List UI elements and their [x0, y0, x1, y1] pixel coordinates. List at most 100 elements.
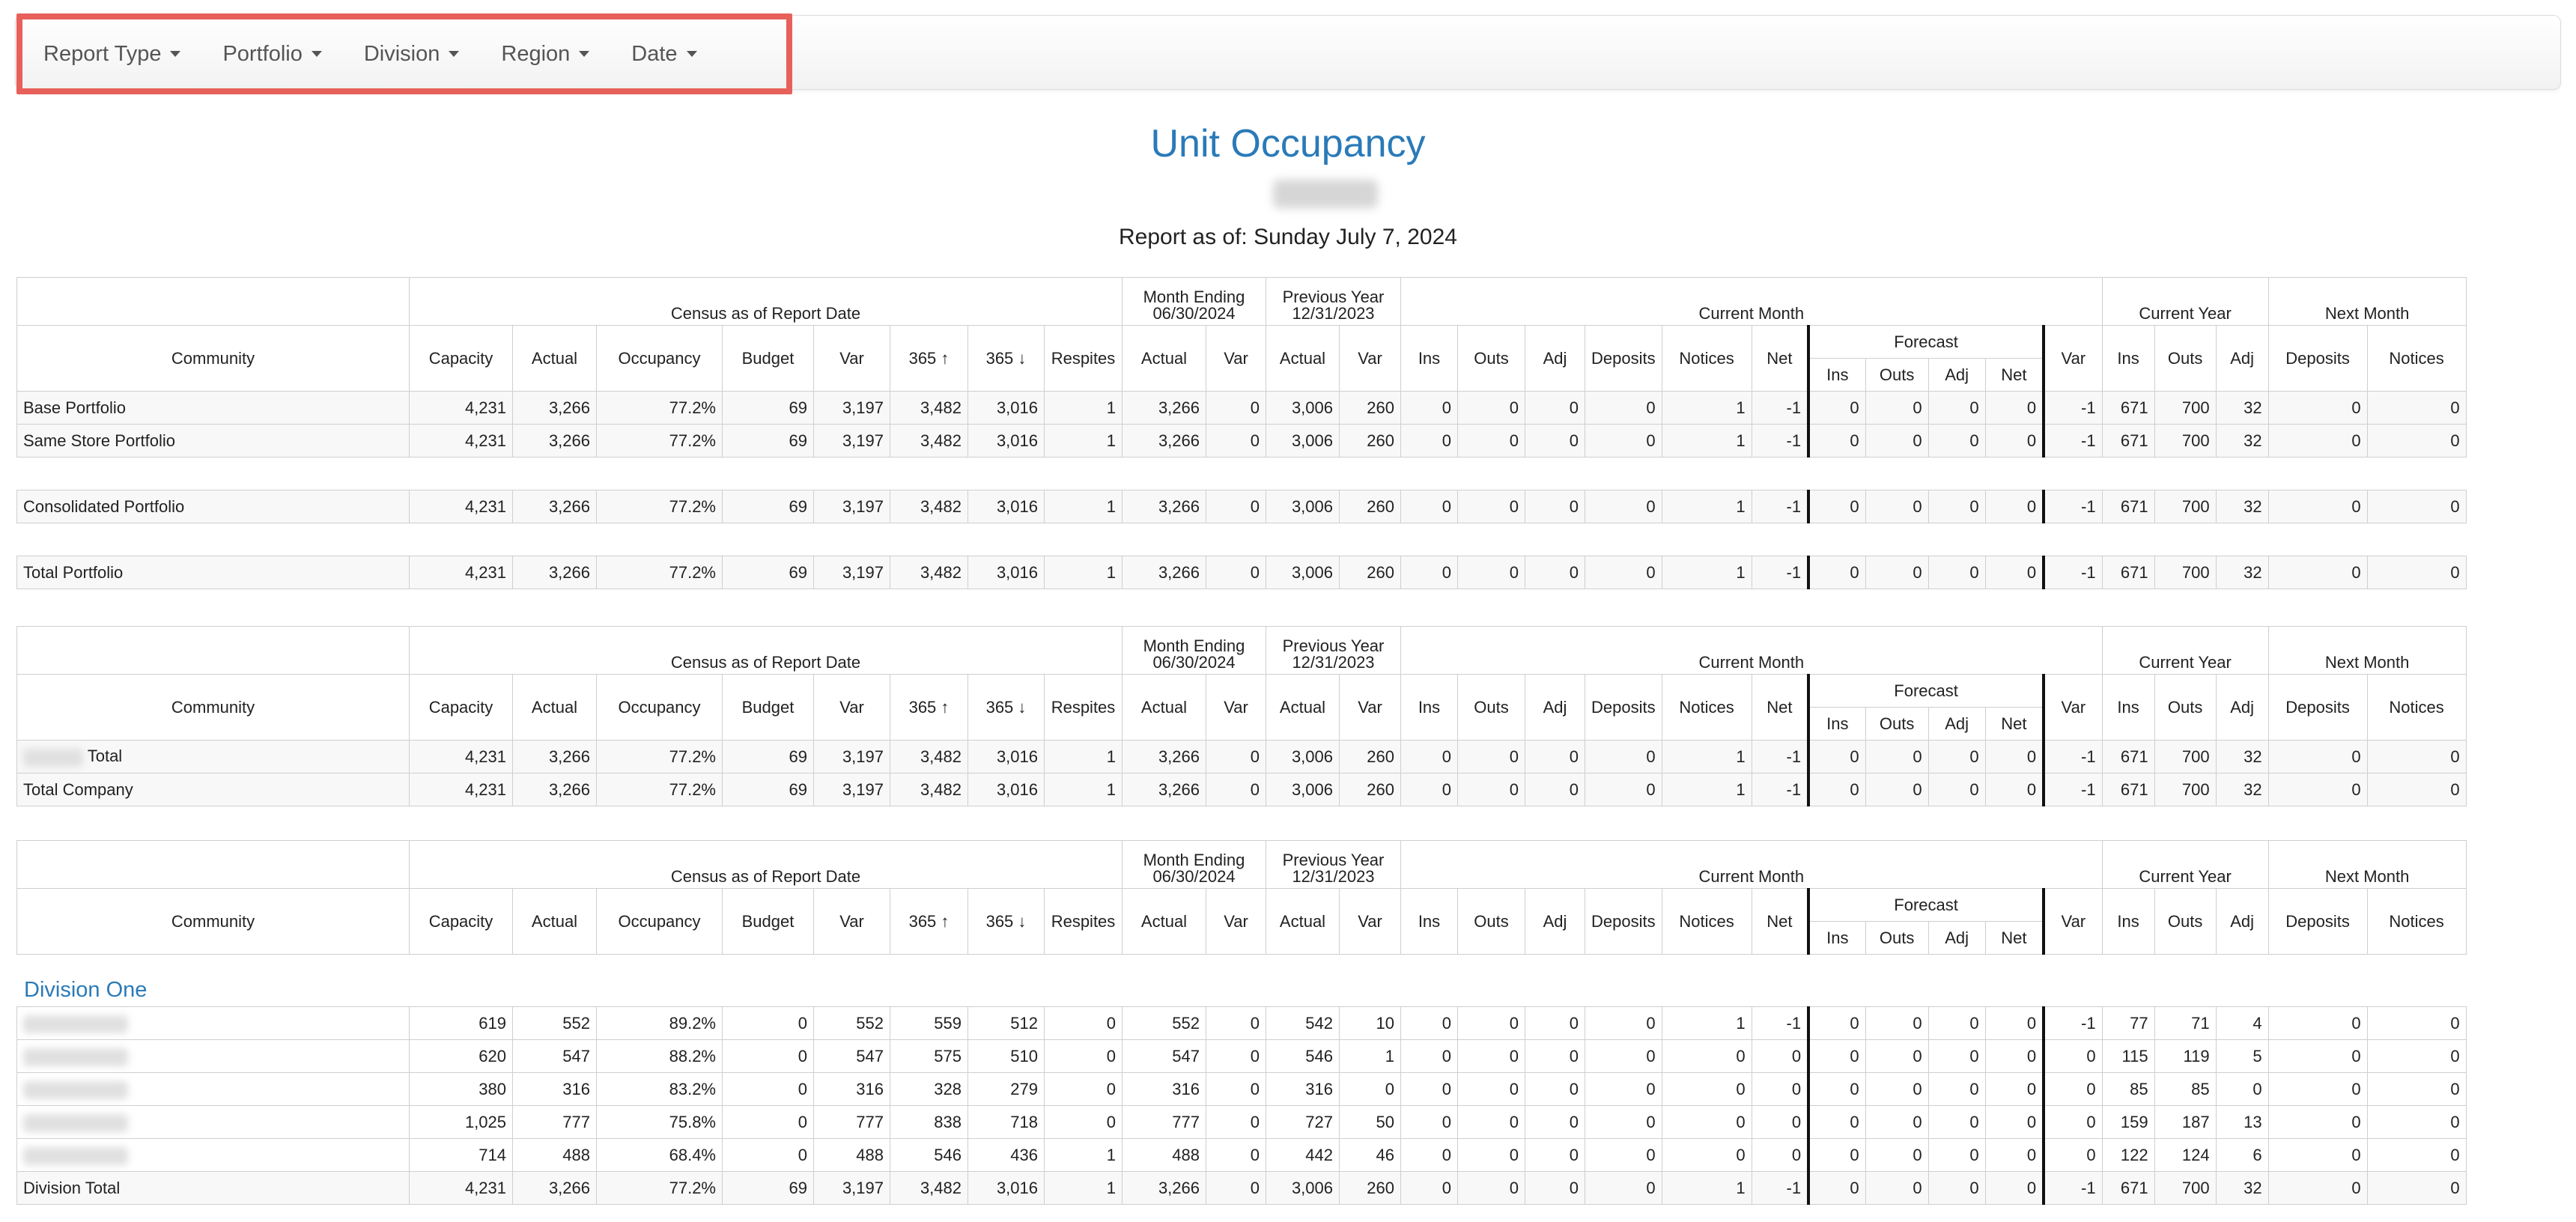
value-cell: 0 — [2366, 740, 2467, 773]
value-cell: 0 — [1457, 740, 1525, 773]
value-cell: 3,266 — [512, 391, 597, 425]
header-cy-outs: Outs — [2154, 674, 2217, 741]
filter-dropdown-portfolio[interactable]: Portfolio — [222, 41, 322, 67]
value-cell: 619 — [409, 1006, 513, 1040]
value-cell: 316 — [1122, 1072, 1206, 1106]
header-cm-deposits: Deposits — [1585, 888, 1662, 955]
value-cell: 0 — [1928, 1105, 1986, 1139]
header-cm-deposits: Deposits — [1585, 325, 1662, 392]
spacer-row — [17, 458, 2467, 490]
value-cell: 0 — [1865, 1171, 1929, 1205]
value-cell: 0 — [1661, 1138, 1752, 1172]
value-cell: 0 — [1525, 1171, 1585, 1205]
value-cell: 0 — [1984, 1072, 2046, 1106]
value-cell: 3,016 — [967, 1171, 1045, 1205]
value-cell: 0 — [1661, 1072, 1752, 1106]
value-cell: 575 — [890, 1039, 968, 1073]
value-cell: 0 — [2366, 391, 2467, 425]
filter-dropdown-region[interactable]: Region — [501, 42, 590, 67]
value-cell: 3,006 — [1266, 424, 1340, 458]
header-occupancy: Occupancy — [596, 674, 723, 741]
value-cell: 0 — [2366, 1138, 2467, 1172]
community-name: Base Portfolio — [16, 391, 410, 425]
community-name: Consolidated Portfolio — [16, 490, 410, 523]
value-cell: 71 — [2154, 1006, 2217, 1040]
value-cell: 0 — [1400, 1072, 1458, 1106]
value-cell: 0 — [1206, 773, 1266, 806]
header-blank — [16, 840, 410, 889]
value-cell: 0 — [1585, 1138, 1662, 1172]
value-cell: 0 — [1525, 1039, 1585, 1073]
value-cell: 380 — [409, 1072, 513, 1106]
header-cy-outs: Outs — [2154, 325, 2217, 392]
value-cell: 77.2% — [596, 1171, 723, 1205]
value-cell: 260 — [1339, 424, 1401, 458]
value-cell: 0 — [1928, 740, 1986, 773]
value-cell: 316 — [813, 1072, 890, 1106]
header-month-ending-label: Month Ending — [1143, 636, 1245, 655]
filter-dropdown-report-type[interactable]: Report Type — [43, 42, 181, 67]
value-cell: 0 — [1807, 740, 1866, 773]
value-cell: 1 — [1044, 556, 1123, 589]
header-month-actual: Actual — [1122, 674, 1206, 741]
value-cell: 122 — [2101, 1138, 2155, 1172]
value-cell: 620 — [409, 1039, 513, 1073]
value-cell: 187 — [2154, 1105, 2217, 1139]
community-name — [16, 1072, 410, 1106]
value-cell: 0 — [1807, 391, 1866, 425]
value-cell: 0 — [1400, 1006, 1458, 1040]
community-name — [16, 1006, 410, 1040]
value-cell: 3,266 — [1122, 1171, 1206, 1205]
header-prev-var: Var — [1339, 674, 1401, 741]
value-cell: 671 — [2101, 773, 2155, 806]
value-cell: 547 — [1122, 1039, 1206, 1073]
value-cell: 0 — [1525, 556, 1585, 589]
filter-label: Portfolio — [222, 41, 303, 66]
value-cell: 0 — [1984, 1138, 2046, 1172]
value-cell: 547 — [813, 1039, 890, 1073]
value-cell: 0 — [1865, 773, 1929, 806]
value-cell: 77.2% — [596, 773, 723, 806]
value-cell: 3,197 — [813, 391, 890, 425]
header-month-ending-label: Month Ending — [1143, 288, 1245, 306]
value-cell: 700 — [2154, 490, 2217, 523]
value-cell: 0 — [1751, 1072, 1809, 1106]
division-heading[interactable]: Division One — [24, 978, 148, 1002]
value-cell: 0 — [1928, 1039, 1986, 1073]
value-cell: 0 — [2366, 1171, 2467, 1205]
community-label: Consolidated Portfolio — [23, 496, 185, 516]
value-cell: 0 — [1585, 1171, 1662, 1205]
filter-dropdown-date[interactable]: Date — [631, 42, 697, 67]
header-cm-net: Net — [1751, 888, 1809, 955]
header-cy-adj: Adj — [2215, 888, 2269, 955]
value-cell: 0 — [2043, 1039, 2103, 1073]
header-month-ending-label: Month Ending — [1143, 851, 1245, 869]
value-cell: 13 — [2215, 1105, 2269, 1139]
value-cell: 0 — [1984, 740, 2046, 773]
value-cell: 0 — [2267, 424, 2368, 458]
value-cell: 3,266 — [512, 556, 597, 589]
value-cell: 3,266 — [1122, 740, 1206, 773]
value-cell: 0 — [1984, 1006, 2046, 1040]
value-cell: 77.2% — [596, 740, 723, 773]
value-cell: 3,266 — [512, 740, 597, 773]
value-cell: 3,016 — [967, 556, 1045, 589]
value-cell: 159 — [2101, 1105, 2155, 1139]
value-cell: 0 — [2267, 1039, 2368, 1073]
header-cy-ins: Ins — [2101, 325, 2155, 392]
value-cell: 69 — [722, 490, 814, 523]
value-cell: 32 — [2215, 740, 2269, 773]
header-cy-adj: Adj — [2215, 674, 2269, 741]
redacted-name — [23, 1113, 128, 1132]
value-cell: 0 — [1928, 1006, 1986, 1040]
value-cell: 0 — [1400, 1105, 1458, 1139]
filter-dropdown-division[interactable]: Division — [364, 42, 460, 67]
value-cell: 69 — [722, 773, 814, 806]
value-cell: 0 — [1807, 1138, 1866, 1172]
value-cell: 69 — [722, 391, 814, 425]
header-respites: Respites — [1044, 674, 1123, 741]
value-cell: 0 — [1661, 1105, 1752, 1139]
value-cell: 3,482 — [890, 773, 968, 806]
header-fc-net: Net — [1984, 921, 2046, 955]
value-cell: 3,197 — [813, 1171, 890, 1205]
